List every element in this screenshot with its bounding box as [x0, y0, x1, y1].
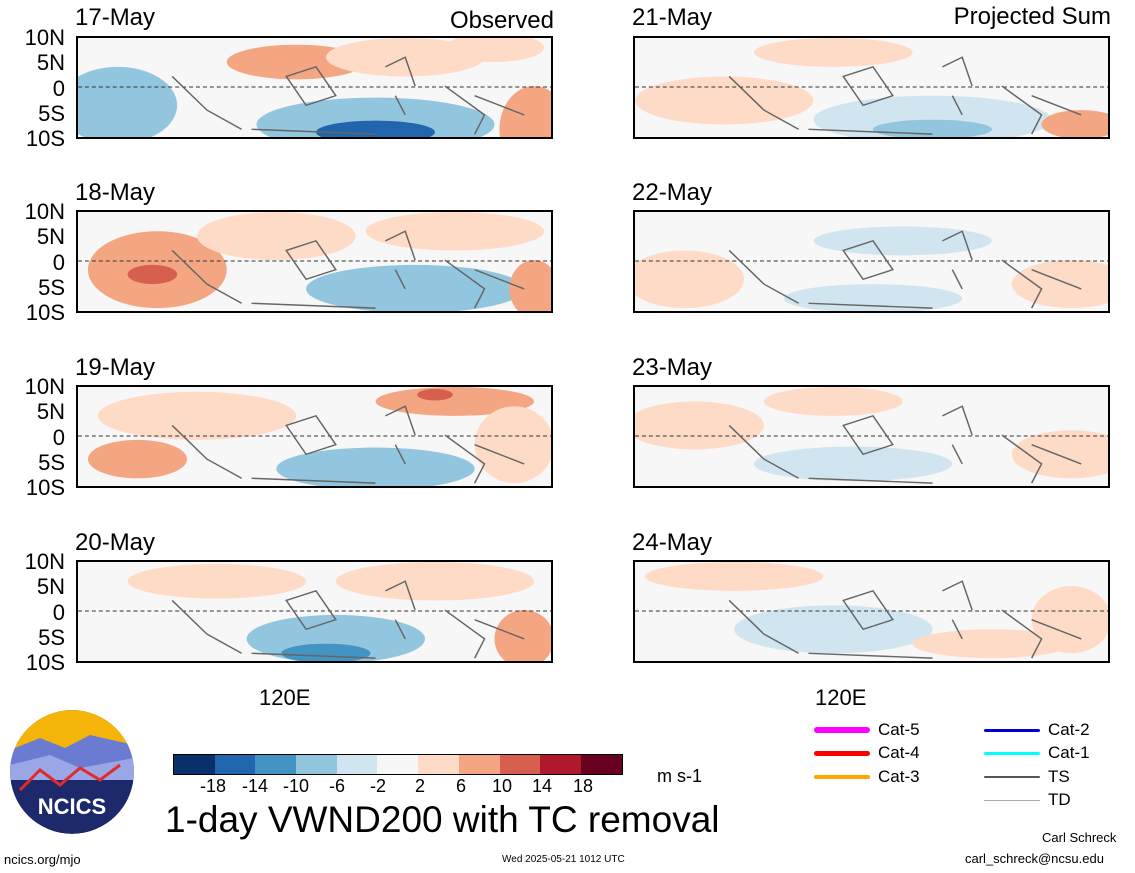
map-panel-projected-3 — [633, 385, 1110, 488]
lat-label: 0 — [52, 250, 65, 275]
legend-ts: TS — [984, 768, 1070, 786]
footer-timestamp: Wed 2025-05-21 1012 UTC — [502, 854, 625, 865]
lon-label-right: 120E — [815, 685, 867, 710]
legend-cat-5: Cat-5 — [814, 721, 920, 739]
colorbar-swatch — [540, 755, 581, 774]
colorbar-swatch — [377, 755, 419, 774]
lat-label: 10S — [25, 650, 65, 675]
colorbar-tick: 2 — [415, 776, 426, 796]
legend-line — [814, 727, 870, 733]
colorbar-tick: 6 — [456, 776, 467, 796]
panel-date-right-4: 24-May — [632, 529, 713, 556]
colorbar-swatch — [174, 755, 215, 774]
colorbar-swatch — [499, 755, 541, 774]
colorbar-swatch — [418, 755, 459, 774]
panel-date-right-3: 23-May — [632, 354, 713, 381]
colorbar-swatch — [296, 755, 337, 774]
colorbar-tick: 18 — [573, 776, 594, 796]
legend-line — [814, 775, 870, 779]
panel-date-left-3: 19-May — [75, 354, 156, 381]
colorbar-tick: -6 — [329, 776, 346, 796]
colorbar — [173, 754, 623, 775]
panel-date-left-2: 18-May — [75, 179, 156, 206]
legend-label: TD — [1048, 790, 1071, 809]
panel-date-left-4: 20-May — [75, 529, 156, 556]
legend-td: TD — [984, 791, 1071, 809]
colorbar-swatch — [336, 755, 378, 774]
legend-cat-3: Cat-3 — [814, 768, 920, 786]
colorbar-tick: -18 — [200, 776, 227, 796]
lat-label: 5S — [38, 450, 65, 475]
legend-cat-2: Cat-2 — [984, 721, 1090, 739]
lat-label: 5S — [38, 275, 65, 300]
logo-text: NCICS — [38, 794, 106, 819]
colorbar-tick: 10 — [492, 776, 513, 796]
map-panel-observed-2 — [76, 210, 553, 313]
lat-label: 5S — [38, 101, 65, 126]
colorbar-unit: m s-1 — [657, 766, 702, 786]
lat-label: 5N — [36, 574, 65, 599]
colorbar-swatch — [214, 755, 256, 774]
panel-date-right-1: 21-May — [632, 4, 713, 31]
legend-label: Cat-2 — [1048, 720, 1090, 739]
lat-label: 10S — [25, 300, 65, 325]
legend-label: Cat-1 — [1048, 743, 1090, 762]
footer-email: carl_schreck@ncsu.edu — [965, 851, 1104, 866]
lat-label: 0 — [52, 76, 65, 101]
lat-label: 5N — [36, 224, 65, 249]
lon-label-left: 120E — [259, 685, 311, 710]
observed-header: Observed — [449, 7, 554, 34]
lat-label: 0 — [52, 600, 65, 625]
legend-label: Cat-4 — [878, 743, 920, 762]
figure-title: 1-day VWND200 with TC removal — [165, 799, 720, 840]
legend-label: TS — [1048, 767, 1070, 786]
lat-label: 10S — [25, 126, 65, 151]
projected-sum-header: Projected Sum — [953, 3, 1111, 30]
lat-label: 5N — [36, 399, 65, 424]
legend-line — [814, 750, 870, 756]
map-panel-observed-4 — [76, 560, 553, 663]
map-panel-projected-2 — [633, 210, 1110, 313]
colorbar-tick: 14 — [532, 776, 553, 796]
lat-label: 10N — [24, 549, 65, 574]
legend-line — [984, 799, 1040, 801]
footer-url: ncics.org/mjo — [4, 852, 81, 867]
lat-label: 5N — [36, 50, 65, 75]
panel-date-left-1: 17-May — [75, 4, 156, 31]
lat-label: 10N — [24, 25, 65, 50]
map-panel-projected-1 — [633, 36, 1110, 139]
legend-line — [984, 751, 1040, 755]
colorbar-tick: -2 — [370, 776, 387, 796]
colorbar-tick: -14 — [242, 776, 269, 796]
legend-line — [984, 728, 1040, 732]
lat-label: 10S — [25, 475, 65, 500]
colorbar-swatch — [255, 755, 297, 774]
legend-cat-4: Cat-4 — [814, 744, 920, 762]
footer-author: Carl Schreck — [1042, 830, 1117, 845]
lat-label: 10N — [24, 374, 65, 399]
lat-label: 5S — [38, 625, 65, 650]
ncics-logo: NCICS — [10, 710, 134, 834]
legend-label: Cat-5 — [878, 720, 920, 739]
lat-label: 0 — [52, 425, 65, 450]
colorbar-tick: -10 — [283, 776, 310, 796]
lat-label: 10N — [24, 199, 65, 224]
panel-date-right-2: 22-May — [632, 179, 713, 206]
map-panel-observed-1 — [76, 36, 553, 139]
legend-cat-1: Cat-1 — [984, 744, 1090, 762]
legend-line — [984, 776, 1040, 778]
colorbar-swatch — [580, 755, 622, 774]
map-panel-projected-4 — [633, 560, 1110, 663]
map-panel-observed-3 — [76, 385, 553, 488]
legend-label: Cat-3 — [878, 767, 920, 786]
colorbar-swatch — [458, 755, 500, 774]
